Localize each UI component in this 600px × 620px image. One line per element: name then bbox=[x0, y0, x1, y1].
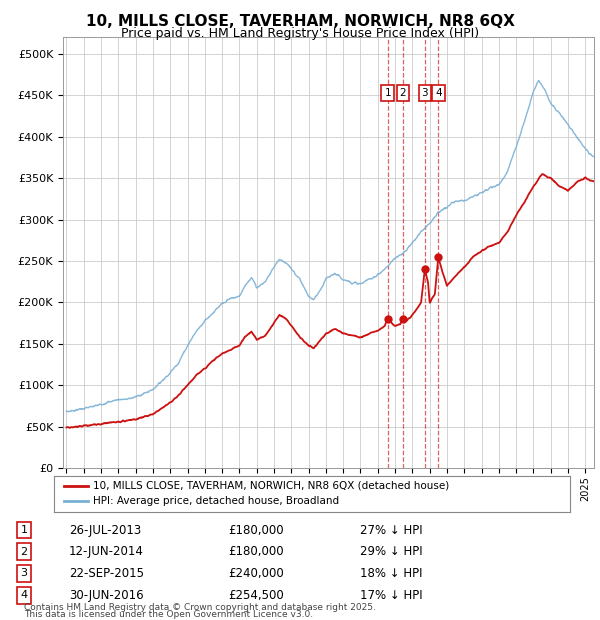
Text: 10, MILLS CLOSE, TAVERHAM, NORWICH, NR8 6QX: 10, MILLS CLOSE, TAVERHAM, NORWICH, NR8 … bbox=[86, 14, 514, 29]
Text: 26-JUL-2013: 26-JUL-2013 bbox=[69, 524, 141, 536]
Text: 18% ↓ HPI: 18% ↓ HPI bbox=[360, 567, 422, 580]
Text: 2: 2 bbox=[20, 547, 28, 557]
Text: £180,000: £180,000 bbox=[228, 546, 284, 558]
Text: 1: 1 bbox=[20, 525, 28, 535]
Text: 30-JUN-2016: 30-JUN-2016 bbox=[69, 589, 143, 601]
Text: 3: 3 bbox=[422, 87, 428, 98]
Text: This data is licensed under the Open Government Licence v3.0.: This data is licensed under the Open Gov… bbox=[24, 609, 313, 619]
Text: 4: 4 bbox=[435, 87, 442, 98]
Text: 3: 3 bbox=[20, 569, 28, 578]
Text: 17% ↓ HPI: 17% ↓ HPI bbox=[360, 589, 422, 601]
Text: 22-SEP-2015: 22-SEP-2015 bbox=[69, 567, 144, 580]
Text: 4: 4 bbox=[20, 590, 28, 600]
Text: £240,000: £240,000 bbox=[228, 567, 284, 580]
Text: HPI: Average price, detached house, Broadland: HPI: Average price, detached house, Broa… bbox=[92, 497, 339, 507]
Text: Price paid vs. HM Land Registry's House Price Index (HPI): Price paid vs. HM Land Registry's House … bbox=[121, 27, 479, 40]
Text: 2: 2 bbox=[400, 87, 406, 98]
Text: 12-JUN-2014: 12-JUN-2014 bbox=[69, 546, 144, 558]
Text: 29% ↓ HPI: 29% ↓ HPI bbox=[360, 546, 422, 558]
Text: Contains HM Land Registry data © Crown copyright and database right 2025.: Contains HM Land Registry data © Crown c… bbox=[24, 603, 376, 612]
Text: 27% ↓ HPI: 27% ↓ HPI bbox=[360, 524, 422, 536]
Text: 10, MILLS CLOSE, TAVERHAM, NORWICH, NR8 6QX (detached house): 10, MILLS CLOSE, TAVERHAM, NORWICH, NR8 … bbox=[92, 480, 449, 490]
Text: £254,500: £254,500 bbox=[228, 589, 284, 601]
Text: 1: 1 bbox=[385, 87, 391, 98]
Text: £180,000: £180,000 bbox=[228, 524, 284, 536]
